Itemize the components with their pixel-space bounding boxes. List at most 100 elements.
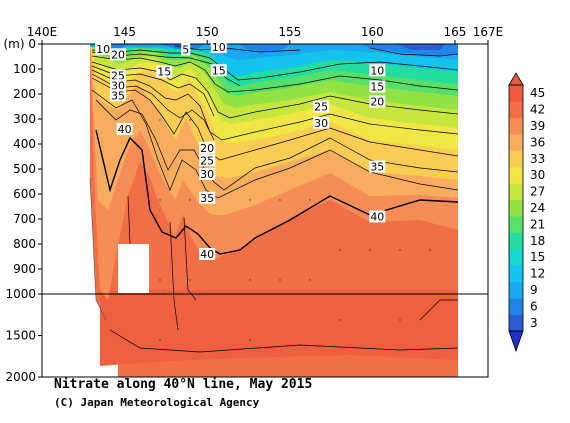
sample-point [189,119,191,121]
y-tick-label: 1000 [5,287,36,301]
plot-frame [41,43,489,378]
x-tick-label: 145 [113,25,136,39]
colorbar-tick-label: 45 [530,86,545,100]
sample-points [159,119,431,341]
deep-band [100,290,458,366]
x-tick-label: 155 [278,25,301,39]
contour-15 [91,55,459,93]
contour-label-bg [199,248,216,260]
colorbar-swatch [509,117,523,135]
sample-point [369,249,371,251]
contour-label: 25 [314,101,328,114]
contour-label: 5 [182,44,189,57]
colorbar-tick-label: 12 [530,267,545,281]
nodata-strip [458,44,488,377]
contour-25 [91,69,459,141]
contour-label: 20 [111,49,125,62]
contour-label: 10 [96,43,110,56]
colorbar-swatch [509,167,523,184]
colorbar-swatch [509,281,523,299]
sample-point [339,319,341,321]
chart-credit: (C) Japan Meteorological Agency [54,396,260,409]
contour-label: 15 [212,64,226,77]
sample-point [429,249,431,251]
contour-label-bg [313,116,330,129]
y-tick-label: 200 [13,87,36,101]
contour-label: 10 [370,64,384,77]
contour-20 [91,61,459,119]
y-tick-label: 900 [13,262,36,276]
contour-label-bg [369,160,386,173]
colorbar-tick-label: 18 [530,234,545,248]
colorbar-swatch [509,298,523,315]
colorbar-swatch [509,150,523,168]
contour-label-bg [109,69,126,82]
colorbar-frame [508,84,524,332]
axes: 140E 145 150 155 160 165 167E10020030040050060… [3,25,503,384]
contour-40 [95,129,459,255]
contour-label: 20 [200,142,214,155]
contour-label: 40 [118,123,132,136]
y-tick-label: 700 [13,212,36,226]
y-tick-label: 500 [13,162,36,176]
sample-point [159,199,161,201]
sample-point [189,199,191,201]
x-tick-label: 140E [27,25,58,39]
contour-label: 30 [314,117,328,130]
contour-label: 35 [200,192,214,205]
contour-label-bg [210,64,227,77]
x-tick-label: 160 [361,25,384,39]
contour-label: 15 [157,66,171,79]
contour-label-bg [95,43,112,55]
contour-label-bg [116,123,133,135]
contour-label-bg [369,210,386,223]
sample-point [309,199,311,201]
contour-label-bg [199,191,216,204]
sample-point [339,249,341,251]
sample-point [189,279,191,281]
nodata-block [118,244,149,293]
contour-label: 30 [111,79,125,92]
contour-label: 20 [370,96,384,109]
contour-label-bg [199,154,216,167]
band-12 [90,44,458,76]
contour-label: 30 [200,168,214,181]
plot-area [42,44,488,377]
contour-label: 10 [212,41,226,54]
y-tick-label: 600 [13,187,36,201]
contour-label-bg [369,80,386,93]
contour-label-bg [199,141,216,154]
chart-title: Nitrate along 40°N line, May 2015 [54,377,313,392]
colorbar-bottom-arrow [508,330,524,353]
sample-point [159,279,161,281]
contour-lines [91,45,459,353]
x-tick-label: 165 [444,25,467,39]
contour-label: 25 [111,69,125,82]
colorbar-swatch [509,265,523,283]
x-tick-label: 167E [473,25,504,39]
y-axis-unit-label: (m) 0 [3,37,36,51]
colorbar-tick-label: 3 [530,316,538,330]
sample-point [159,119,161,121]
sample-point [399,319,401,321]
contour-30 [91,77,459,161]
contour-label: 40 [370,211,384,224]
colorbar-tick-label: 39 [530,119,545,133]
contour-label: 15 [370,81,384,94]
sample-point [309,279,311,281]
colorbar-swatch [509,134,523,151]
y-tick-label: 400 [13,137,36,151]
y-tick-label: 2000 [5,370,36,384]
y-tick-label: 100 [13,62,36,76]
contour-label-bg [109,48,126,61]
x-tick-label: 150 [196,25,219,39]
sample-point [249,279,251,281]
sample-point [249,199,251,201]
colorbar-top-arrow [508,72,524,86]
colorbar-swatch [509,314,523,332]
contour-label: 35 [111,89,125,102]
band-3 [170,44,445,50]
colorbar-swatch [509,216,523,233]
